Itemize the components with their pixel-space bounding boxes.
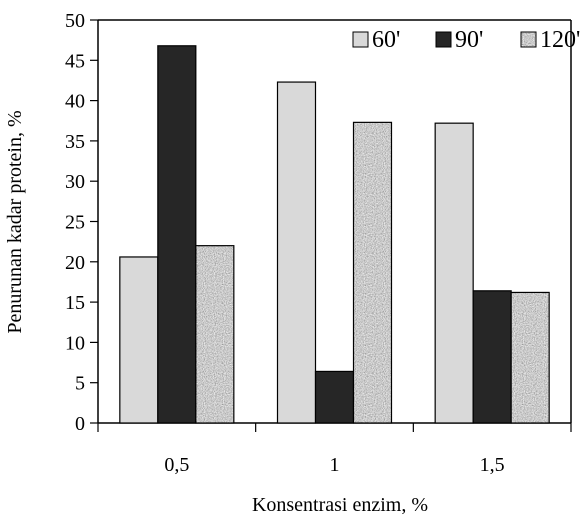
x-tick-label: 1,5 [480,454,505,476]
x-axis-title: Konsentrasi enzim, % [252,494,428,516]
y-tick-label: 10 [65,332,85,354]
y-tick-label: 20 [65,252,85,274]
bar-90-0 [158,46,196,423]
legend-swatch [521,32,536,47]
x-tick-label: 1 [330,454,340,476]
y-tick-label: 30 [65,171,85,193]
y-tick-label: 50 [65,10,85,32]
bar-60-0 [120,257,158,423]
legend-swatch [436,32,451,47]
bar-90-1 [316,371,354,423]
x-tick-label: 0,5 [164,454,189,476]
y-tick-label: 35 [65,131,85,153]
plot-area: 0 5 10 15 20 25 30 35 40 45 50 0,5 1 1,5 60' 90' 120' [65,10,580,476]
legend-label: 120' [540,27,580,53]
y-axis-title: Penurunan kadar protein, % [4,110,26,333]
legend-label: 60' [372,27,400,53]
legend-swatch [353,32,368,47]
bar-120-0 [196,246,234,423]
y-tick-label: 15 [65,292,85,314]
bar-60-2 [435,123,473,423]
bar-60-1 [278,82,316,423]
bar-120-2 [511,292,549,423]
y-tick-label: 0 [75,413,85,435]
y-tick-label: 5 [75,373,85,395]
y-tick-label: 45 [65,50,85,72]
y-tick-label: 25 [65,212,85,234]
bar-120-1 [354,122,392,423]
y-tick-label: 40 [65,91,85,113]
bar-90-2 [473,291,511,423]
legend-label: 90' [455,27,483,53]
